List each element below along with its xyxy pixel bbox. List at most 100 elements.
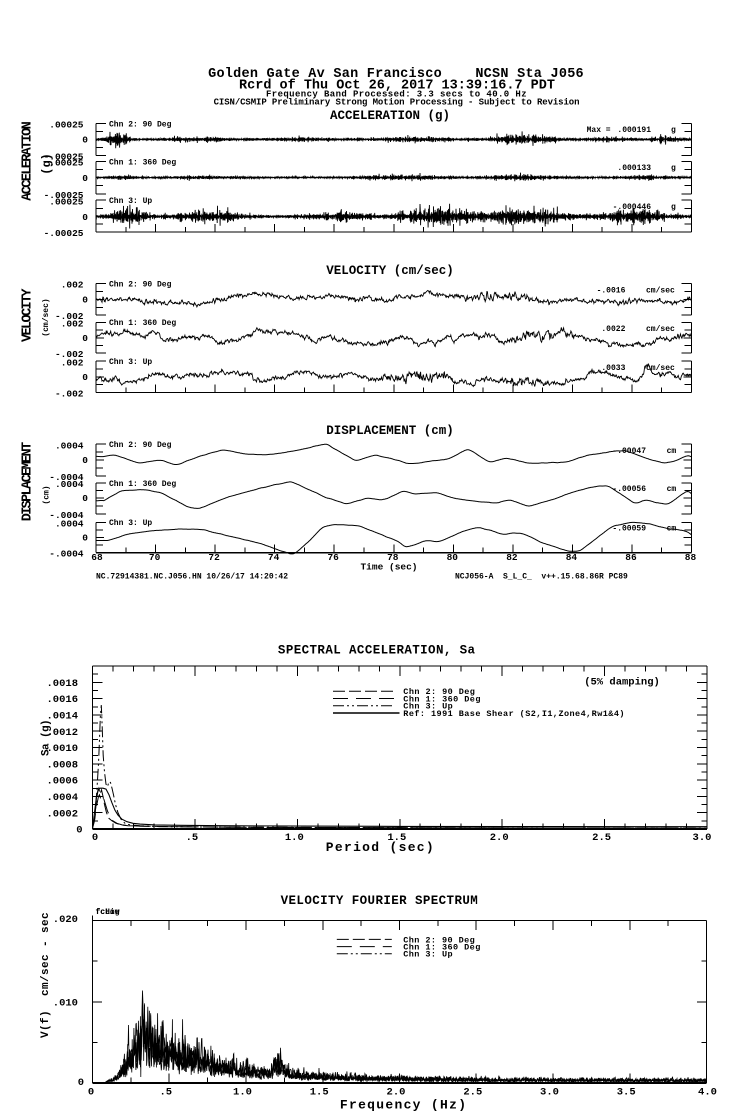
- svg-text:Frequency (Hz): Frequency (Hz): [340, 1098, 467, 1113]
- svg-text:2.0: 2.0: [387, 1087, 406, 1099]
- svg-text:DISPLACEMENT: DISPLACEMENT: [21, 442, 36, 521]
- svg-text:2.0: 2.0: [490, 832, 509, 844]
- svg-text:Chn 2: 90 Deg: Chn 2: 90 Deg: [403, 935, 475, 945]
- svg-text:Chn 1: 360 Deg: Chn 1: 360 Deg: [109, 480, 176, 489]
- svg-text:.0016: .0016: [46, 694, 78, 706]
- svg-text:NC.72914381.NC.J056.HN 10/26/1: NC.72914381.NC.J056.HN 10/26/17 14:20:42: [96, 572, 288, 581]
- svg-text:.5: .5: [186, 832, 199, 844]
- svg-text:.000133: .000133: [617, 164, 651, 173]
- svg-text:1.0: 1.0: [233, 1087, 252, 1099]
- svg-text:-.002: -.002: [55, 349, 84, 360]
- svg-text:V(f) cm/sec - sec: V(f) cm/sec - sec: [40, 912, 52, 1038]
- svg-text:-.00025: -.00025: [44, 228, 84, 239]
- svg-text:78: 78: [387, 552, 399, 563]
- svg-text:VELOCITY (cm/sec): VELOCITY (cm/sec): [326, 264, 454, 278]
- svg-text:1.0: 1.0: [285, 832, 304, 844]
- svg-text:1.5: 1.5: [310, 1087, 329, 1099]
- svg-text:0: 0: [76, 825, 82, 837]
- svg-text:0: 0: [82, 533, 88, 544]
- svg-text:(cm/sec): (cm/sec): [42, 298, 51, 336]
- svg-text:.0014: .0014: [46, 711, 78, 723]
- svg-text:.000191: .000191: [617, 126, 651, 135]
- svg-text:-.0004: -.0004: [49, 472, 84, 483]
- svg-text:Chn 2: 90 Deg: Chn 2: 90 Deg: [403, 687, 475, 697]
- svg-text:Frequency Band Processed: 3.3: Frequency Band Processed: 3.3 secs to 40…: [266, 90, 527, 100]
- svg-text:1.5: 1.5: [387, 832, 406, 844]
- svg-text:.0012: .0012: [46, 727, 78, 739]
- svg-text:DISPLACEMENT (cm): DISPLACEMENT (cm): [326, 424, 454, 438]
- svg-text:.010: .010: [53, 997, 78, 1009]
- svg-text:-.00025: -.00025: [44, 190, 84, 201]
- svg-text:0: 0: [82, 295, 88, 306]
- svg-text:.020: .020: [53, 914, 78, 926]
- svg-text:.0010: .0010: [46, 743, 78, 755]
- svg-text:Golden Gate Av San Francisco: Golden Gate Av San Francisco NCSN Sta J0…: [208, 67, 584, 82]
- svg-text:Rcrd of Thu Oct 26, 2017 13:39: Rcrd of Thu Oct 26, 2017 13:39:16.7 PDT: [239, 79, 555, 94]
- svg-text:76: 76: [327, 552, 339, 563]
- svg-text:-.00047: -.00047: [612, 447, 646, 456]
- svg-text:82: 82: [506, 552, 518, 563]
- svg-text:3.0: 3.0: [540, 1087, 559, 1099]
- svg-text:.00025: .00025: [49, 120, 84, 131]
- svg-text:cm/sec: cm/sec: [646, 287, 675, 296]
- svg-text:0: 0: [78, 1077, 84, 1089]
- svg-text:(g): (g): [40, 153, 54, 175]
- svg-text:(5% damping): (5% damping): [584, 677, 660, 689]
- svg-text:.5: .5: [159, 1087, 172, 1099]
- svg-text:.0004: .0004: [55, 518, 84, 529]
- svg-text:Time (sec): Time (sec): [360, 561, 417, 572]
- svg-text:2.5: 2.5: [463, 1087, 482, 1099]
- svg-text:68: 68: [91, 552, 103, 563]
- svg-text:70: 70: [149, 552, 161, 563]
- svg-text:-.00025: -.00025: [44, 152, 84, 163]
- svg-text:0: 0: [82, 493, 88, 504]
- svg-text:Chn 3: Up: Chn 3: Up: [109, 358, 152, 367]
- svg-text:Chn 3: Up: Chn 3: Up: [403, 950, 453, 960]
- svg-text:0: 0: [88, 1087, 94, 1099]
- svg-text:-.0004: -.0004: [49, 549, 84, 560]
- svg-text:0: 0: [82, 135, 88, 146]
- svg-text:3.0: 3.0: [693, 832, 712, 844]
- svg-text:.0033: .0033: [601, 364, 625, 373]
- svg-text:-.0016: -.0016: [597, 287, 626, 296]
- svg-text:Chn 3: Up: Chn 3: Up: [109, 197, 152, 206]
- svg-text:.0022: .0022: [601, 325, 625, 334]
- svg-text:Chn 2: 90 Deg: Chn 2: 90 Deg: [109, 280, 172, 289]
- svg-text:Chn 2: 90 Deg: Chn 2: 90 Deg: [109, 120, 172, 129]
- svg-text:-.0004: -.0004: [49, 510, 84, 521]
- svg-text:.002: .002: [61, 357, 84, 368]
- svg-text:.0004: .0004: [55, 440, 84, 451]
- svg-text:.00025: .00025: [49, 196, 84, 207]
- svg-text:Sa (g): Sa (g): [40, 720, 52, 756]
- svg-text:74: 74: [268, 552, 280, 563]
- svg-text:(cm): (cm): [42, 485, 51, 504]
- svg-text:g: g: [671, 203, 676, 212]
- svg-text:Chn 1: 360 Deg: Chn 1: 360 Deg: [403, 943, 481, 953]
- svg-text:cm: cm: [667, 525, 677, 534]
- svg-text:Max =: Max =: [587, 126, 611, 135]
- svg-text:Chn 1: 360 Deg: Chn 1: 360 Deg: [109, 319, 176, 328]
- svg-text:-.002: -.002: [55, 389, 84, 400]
- svg-text:-.00059: -.00059: [612, 525, 646, 534]
- svg-text:NCJ056-A S_L_C_ v++.15.68.86: NCJ056-A S_L_C_ v++.15.68.86R PC89: [455, 572, 628, 581]
- svg-text:0: 0: [82, 333, 88, 344]
- svg-text:g: g: [671, 126, 676, 135]
- svg-text:88: 88: [685, 552, 697, 563]
- svg-text:cm: cm: [667, 485, 677, 494]
- svg-text:Chn 1: 360 Deg: Chn 1: 360 Deg: [403, 694, 481, 704]
- svg-text:3.5: 3.5: [617, 1087, 636, 1099]
- svg-text:fcHig: fcHig: [96, 908, 120, 917]
- svg-text:Chn 1: 360 Deg: Chn 1: 360 Deg: [109, 158, 176, 167]
- svg-text:80: 80: [447, 552, 459, 563]
- svg-text:0: 0: [82, 372, 88, 383]
- svg-text:Period (sec): Period (sec): [326, 840, 435, 855]
- svg-text:VELOCITY FOURIER SPECTRUM: VELOCITY FOURIER SPECTRUM: [281, 894, 479, 908]
- svg-text:.0002: .0002: [46, 808, 78, 820]
- svg-text:SPECTRAL ACCELERATION, Sa: SPECTRAL ACCELERATION, Sa: [278, 643, 476, 657]
- svg-text:.002: .002: [61, 280, 84, 291]
- svg-text:VELOCITY: VELOCITY: [21, 288, 36, 342]
- svg-text:g: g: [671, 164, 676, 173]
- svg-text:0: 0: [82, 212, 88, 223]
- svg-text:Ref: 1991 Base Shear (S2,I1,Zo: Ref: 1991 Base Shear (S2,I1,Zone4,Rw1&4): [403, 709, 625, 719]
- svg-text:.0004: .0004: [55, 479, 84, 490]
